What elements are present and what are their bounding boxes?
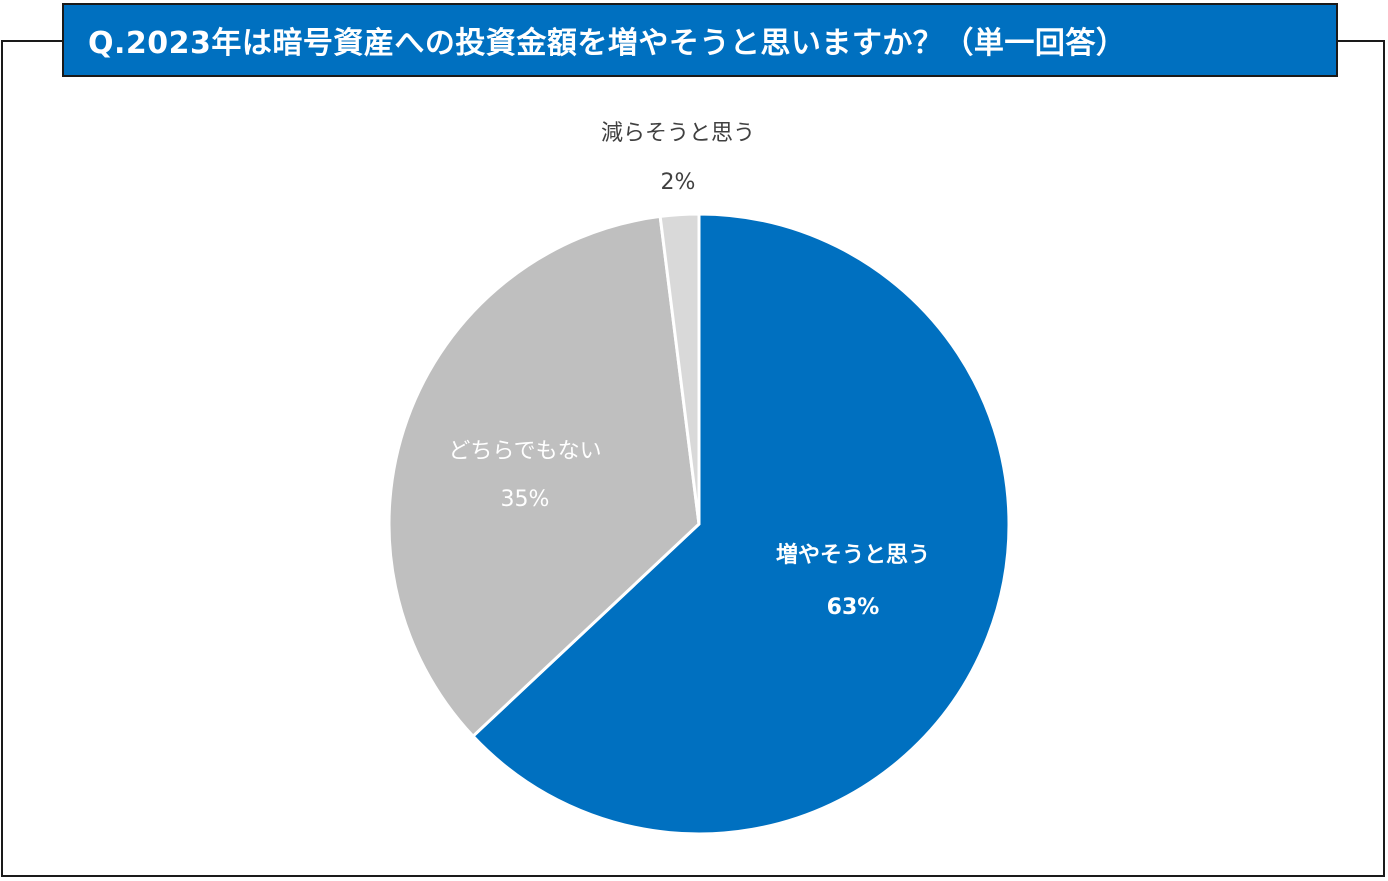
slice-category-label: 増やそうと思う — [776, 542, 930, 568]
chart-title: Q.2023年は暗号資産への投資金額を増やそうと思いますか？（単一回答） — [62, 3, 1338, 77]
pie-slices — [387, 212, 1011, 836]
slice-value-label: 35% — [501, 487, 550, 512]
slice-value-label: 63% — [827, 595, 880, 620]
pie-slice — [658, 212, 701, 526]
slice-category-label: 減らそうと思う — [601, 121, 755, 146]
slice-value-label: 2% — [661, 170, 696, 195]
pie-labels: 増やそうと思う 63% どちらでもない 35% 減らそうと思う 2% — [448, 121, 930, 620]
pie-slice — [471, 212, 1011, 836]
slice-category-label: どちらでもない — [448, 439, 601, 464]
pie-slice — [387, 214, 701, 738]
chart-title-text: Q.2023年は暗号資産への投資金額を増やそうと思いますか？（単一回答） — [88, 26, 1127, 61]
